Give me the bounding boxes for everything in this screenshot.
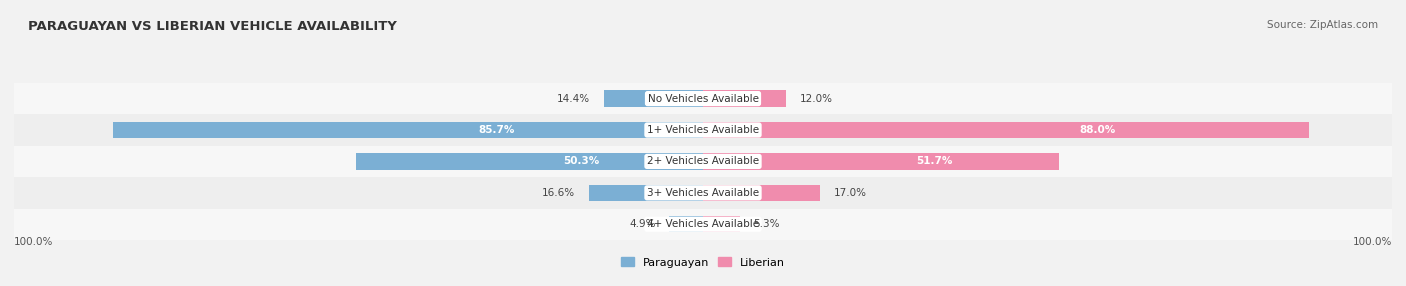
- Text: 100.0%: 100.0%: [1353, 237, 1392, 247]
- Bar: [703, 185, 820, 201]
- Text: 14.4%: 14.4%: [557, 94, 591, 104]
- Text: 3+ Vehicles Available: 3+ Vehicles Available: [647, 188, 759, 198]
- Bar: [112, 122, 703, 138]
- Bar: [14, 146, 1392, 177]
- Bar: [14, 177, 1392, 208]
- Text: PARAGUAYAN VS LIBERIAN VEHICLE AVAILABILITY: PARAGUAYAN VS LIBERIAN VEHICLE AVAILABIL…: [28, 20, 396, 33]
- Bar: [703, 216, 740, 233]
- Text: No Vehicles Available: No Vehicles Available: [648, 94, 758, 104]
- Text: 2+ Vehicles Available: 2+ Vehicles Available: [647, 156, 759, 166]
- Bar: [703, 122, 1309, 138]
- Text: Source: ZipAtlas.com: Source: ZipAtlas.com: [1267, 20, 1378, 30]
- Bar: [14, 83, 1392, 114]
- Text: 12.0%: 12.0%: [800, 94, 832, 104]
- Text: 5.3%: 5.3%: [754, 219, 780, 229]
- Text: 85.7%: 85.7%: [478, 125, 515, 135]
- Text: 1+ Vehicles Available: 1+ Vehicles Available: [647, 125, 759, 135]
- Bar: [589, 185, 703, 201]
- Bar: [14, 114, 1392, 146]
- Text: 4+ Vehicles Available: 4+ Vehicles Available: [647, 219, 759, 229]
- Bar: [357, 153, 703, 170]
- Bar: [603, 90, 703, 107]
- Text: 17.0%: 17.0%: [834, 188, 868, 198]
- Legend: Paraguayan, Liberian: Paraguayan, Liberian: [616, 253, 790, 272]
- Text: 51.7%: 51.7%: [917, 156, 953, 166]
- Text: 4.9%: 4.9%: [628, 219, 655, 229]
- Bar: [669, 216, 703, 233]
- Text: 16.6%: 16.6%: [541, 188, 575, 198]
- Text: 88.0%: 88.0%: [1078, 125, 1115, 135]
- Bar: [703, 153, 1059, 170]
- Bar: [14, 208, 1392, 240]
- Bar: [703, 90, 786, 107]
- Text: 50.3%: 50.3%: [564, 156, 600, 166]
- Text: 100.0%: 100.0%: [14, 237, 53, 247]
